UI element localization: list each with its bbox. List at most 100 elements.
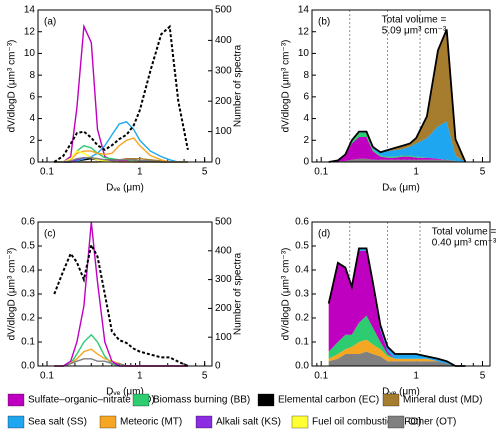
x-axis-label: Dᵥₑ (μm): [382, 387, 420, 398]
y-axis-label: dV/dlogD (μm³ cm⁻³): [281, 40, 292, 133]
y-tick-label: 0.1: [295, 337, 309, 348]
legend-label: Mineral dust (MD): [403, 395, 482, 406]
y-tick-label: 2: [29, 135, 35, 146]
y-tick-label: 14: [24, 5, 36, 16]
legend-label: Sea salt (SS): [28, 417, 87, 428]
y2-tick-label: 300: [215, 274, 232, 285]
annotation: 0.40 μm³ cm⁻³: [432, 238, 497, 249]
y2-tick-label: 400: [215, 35, 232, 46]
y-tick-label: 10: [24, 48, 36, 59]
y-tick-label: 12: [24, 26, 36, 37]
legend-swatch: [257, 393, 275, 407]
y-tick-label: 0.2: [295, 313, 309, 324]
y-tick-label: 12: [298, 26, 310, 37]
y2-tick-label: 100: [215, 126, 232, 137]
y-tick-label: 0.2: [21, 313, 35, 324]
legend: Sulfate–organic–nitrate (SO)Biomass burn…: [7, 393, 482, 429]
panel-label: (c): [44, 229, 56, 240]
y2-tick-label: 500: [215, 217, 232, 228]
x-axis-label: Dᵥₑ (μm): [382, 183, 420, 194]
legend-swatch: [291, 415, 309, 429]
legend-label: Biomass burning (BB): [153, 395, 250, 406]
y-axis-label: dV/dlogD (μm³ cm⁻³): [281, 248, 292, 341]
y-axis-label: dV/dlogD (μm³ cm⁻³): [7, 40, 18, 133]
stacked-area: [328, 339, 466, 366]
y-tick-label: 6: [29, 91, 35, 102]
total-line: [327, 247, 466, 367]
spectra-line: [53, 24, 189, 163]
panel: 0.0 0.1 0.2 0.3 0.4 0.5 0.6 0.1 1 5 (d) Dᵥₑ (μm) dV/…: [281, 217, 497, 398]
panel: 0 2 4 6 8 10 12 14 0.1 1 5 (b) Dᵥₑ (μm) dV/dlogD (μm³…: [281, 5, 491, 194]
x-tick-label: 1: [413, 371, 419, 382]
legend-swatch: [195, 415, 213, 429]
y-tick-label: 0.6: [295, 217, 309, 228]
stacked-area: [328, 137, 466, 162]
y2-tick-label: 200: [215, 96, 232, 107]
stacked-area: [328, 29, 466, 162]
y-tick-label: 6: [303, 91, 309, 102]
stacked-area: [328, 250, 466, 366]
y-tick-label: 2: [303, 135, 309, 146]
x-tick-label: 5: [480, 167, 486, 178]
y2-tick-label: 100: [215, 332, 232, 343]
distribution-line: [54, 121, 188, 163]
y-tick-label: 0.3: [21, 289, 35, 300]
x-tick-label: 1: [413, 167, 419, 178]
panel-label: (d): [318, 229, 330, 240]
distribution-line: [54, 221, 188, 367]
y-tick-label: 0.5: [21, 241, 35, 252]
plot-frame: [37, 9, 213, 163]
distribution-line: [54, 137, 188, 163]
distribution-line: [54, 23, 188, 163]
legend-swatch: [387, 415, 405, 429]
x-tick-label: 0.1: [40, 371, 54, 382]
legend-label: Fuel oil combustion (FO): [312, 417, 421, 428]
stacked-area: [328, 351, 466, 366]
plot-frame: [37, 221, 213, 367]
y-tick-label: 14: [298, 5, 310, 16]
legend-label: Elemental carbon (EC): [278, 395, 379, 406]
plot-frame: [311, 9, 491, 163]
x-tick-label: 0.1: [40, 167, 54, 178]
panel: 0 2 4 6 8 10 12 14 0 100 200 300 400 500 0.1 1 5 (a) Dᵥₑ (…: [7, 5, 244, 194]
legend-swatch: [132, 393, 150, 407]
x-axis-label: Dᵥₑ (μm): [106, 183, 144, 194]
x-tick-label: 0.1: [314, 371, 328, 382]
x-axis-label: Dᵥₑ (μm): [106, 387, 144, 398]
annotation: Total volume =: [382, 15, 447, 26]
y2-tick-label: 0: [215, 361, 221, 372]
y-tick-label: 0.4: [21, 265, 35, 276]
panel: 0.0 0.1 0.2 0.3 0.4 0.5 0.6 0 100 200 300 400 500 0.1…: [7, 217, 244, 398]
y2-tick-label: 400: [215, 245, 232, 256]
y2-tick-label: 0: [215, 157, 221, 168]
legend-swatch: [99, 415, 117, 429]
y2-tick-label: 200: [215, 303, 232, 314]
y-tick-label: 8: [29, 70, 35, 81]
total-line: [328, 29, 467, 163]
y2-tick-label: 500: [215, 5, 232, 16]
y2-tick-label: 300: [215, 65, 232, 76]
legend-label: Other (OT): [408, 417, 456, 428]
legend-label: Meteoric (MT): [120, 417, 182, 428]
y-tick-label: 10: [298, 48, 310, 59]
x-tick-label: 0.1: [314, 167, 328, 178]
plot-frame: [311, 221, 491, 367]
legend-swatch: [7, 415, 25, 429]
legend-swatch: [7, 393, 25, 407]
y-tick-label: 4: [29, 113, 35, 124]
x-tick-label: 1: [137, 167, 143, 178]
y-tick-label: 0.5: [295, 241, 309, 252]
legend-label: Sulfate–organic–nitrate (SO): [28, 395, 155, 406]
y-tick-label: 0.0: [21, 361, 35, 372]
y-tick-label: 0.6: [21, 217, 35, 228]
stacked-area: [328, 315, 466, 366]
y-tick-label: 0.3: [295, 289, 309, 300]
legend-label: Alkali salt (KS): [216, 417, 281, 428]
annotation: 5.09 μm³ cm⁻³: [382, 26, 447, 37]
x-tick-label: 5: [202, 371, 208, 382]
x-tick-label: 5: [480, 371, 486, 382]
y2-axis-label: Number of spectra: [233, 252, 244, 335]
y-tick-label: 0: [303, 157, 309, 168]
y-tick-label: 0: [29, 157, 35, 168]
